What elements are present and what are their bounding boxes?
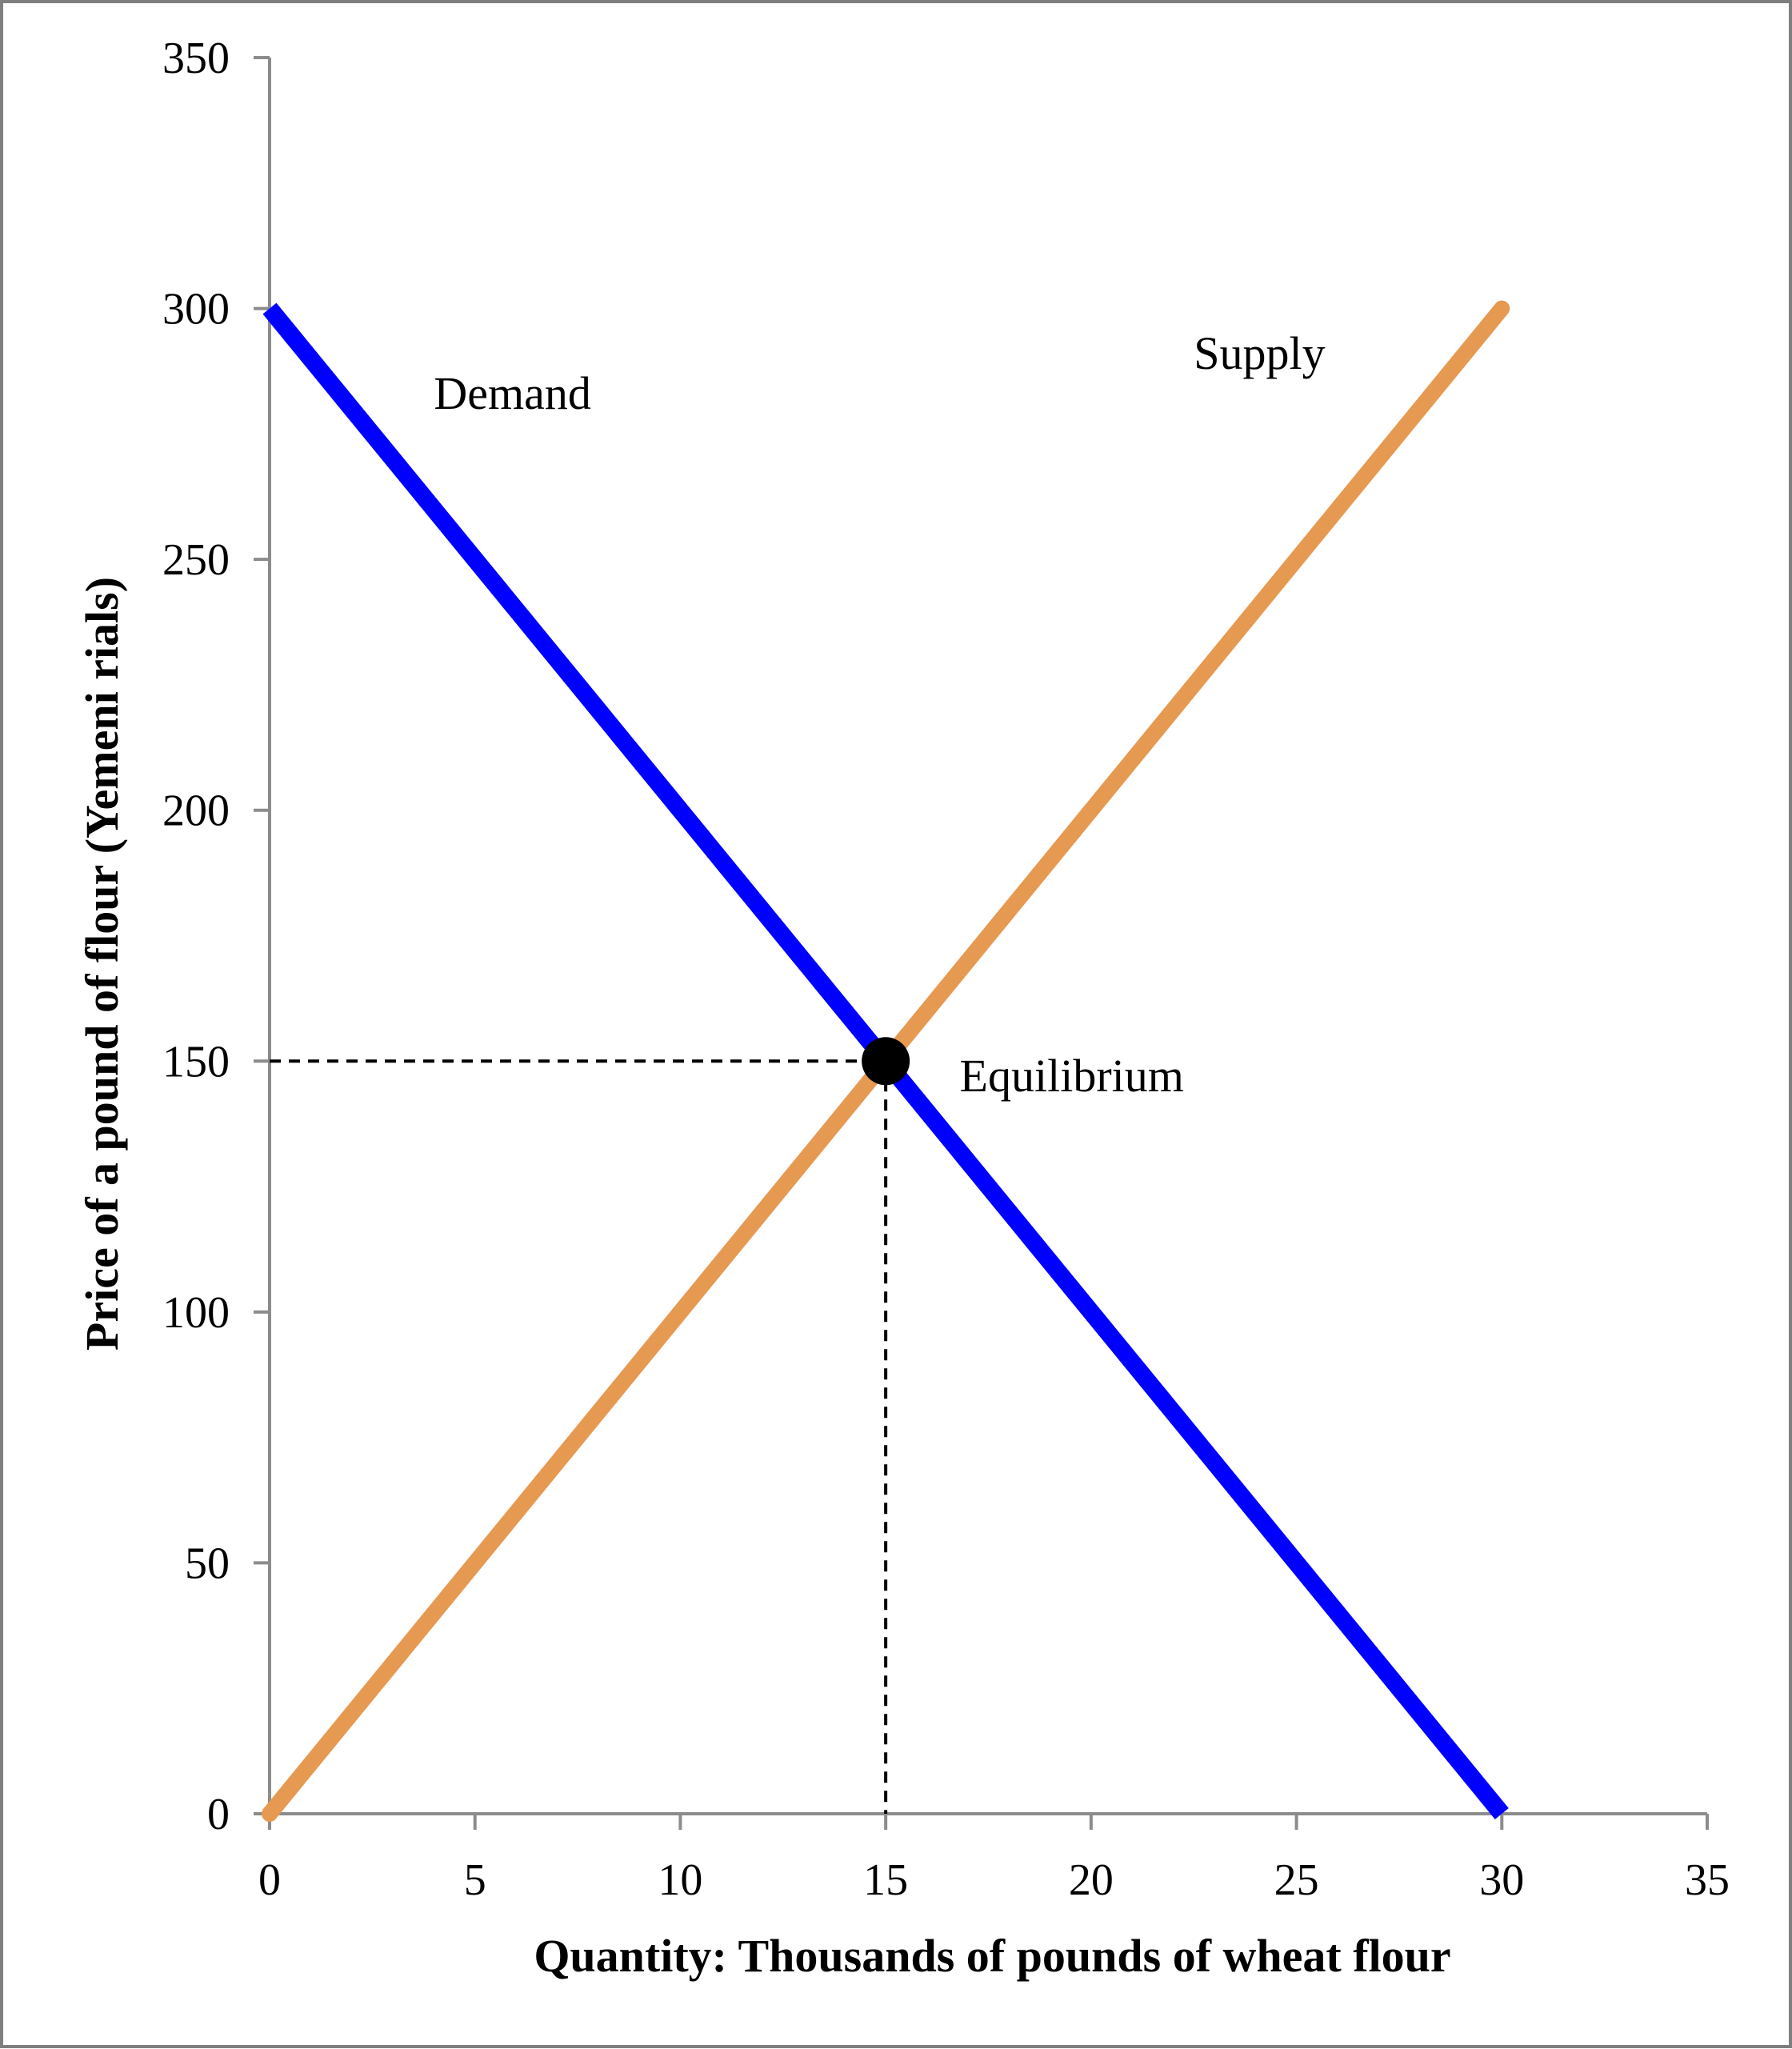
y-tick-label-300: 300 [162, 285, 230, 334]
y-tick-label-0: 0 [207, 1790, 230, 1839]
x-tick-label-30: 30 [1479, 1855, 1524, 1905]
demand-label: Demand [434, 367, 591, 419]
equilibrium-label: Equilibrium [960, 1050, 1184, 1102]
annotations: Demand Supply Equilibrium [434, 327, 1325, 1102]
x-tick-label-20: 20 [1069, 1855, 1114, 1905]
axes: 0 50 100 150 200 250 300 350 0 5 10 15 20 25 30 35 [162, 34, 1730, 1905]
y-axis-title: Price of a pound of flour (Yemeni rials) [76, 577, 128, 1351]
equilibrium-guides [270, 1059, 888, 1814]
x-tick-label-0: 0 [258, 1855, 281, 1905]
y-tick-label-50: 50 [185, 1539, 230, 1588]
y-tick-label-350: 350 [162, 34, 230, 83]
x-tick-label-5: 5 [464, 1855, 486, 1905]
y-tick-label-200: 200 [162, 786, 230, 836]
x-tick-label-25: 25 [1274, 1855, 1319, 1905]
equilibrium-marker [862, 1037, 910, 1086]
x-axis-title: Quantity: Thousands of pounds of wheat f… [534, 1930, 1450, 1982]
supply-demand-chart: 0 50 100 150 200 250 300 350 0 5 10 15 20 25 30 35 Dema… [76, 34, 1730, 1982]
y-tick-label-250: 250 [162, 535, 230, 585]
x-tick-label-35: 35 [1685, 1855, 1730, 1905]
y-tick-label-100: 100 [162, 1288, 230, 1338]
x-tick-label-15: 15 [863, 1855, 908, 1905]
y-tick-label-150: 150 [162, 1037, 230, 1087]
supply-label: Supply [1194, 327, 1325, 379]
equilibrium-point [862, 1037, 910, 1086]
x-tick-label-10: 10 [658, 1855, 702, 1905]
